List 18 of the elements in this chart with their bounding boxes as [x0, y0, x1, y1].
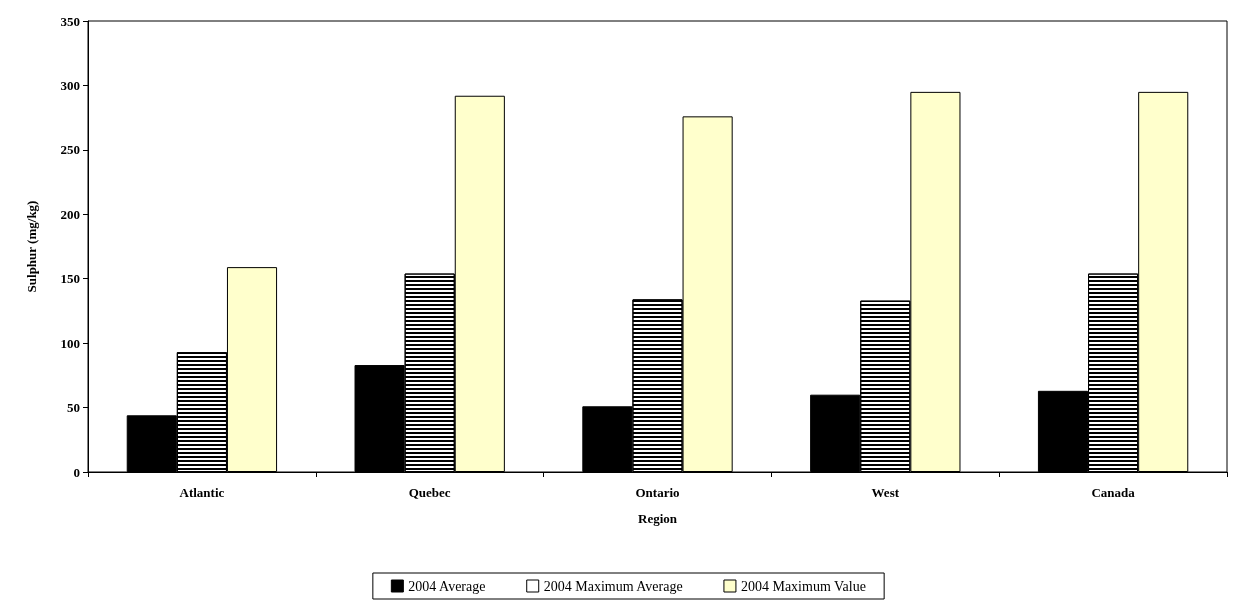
y-tick-label: 150	[60, 271, 80, 287]
x-tick-label: Atlantic	[179, 485, 225, 500]
legend-label: 2004 Maximum Value	[740, 578, 866, 594]
x-tick-label: West	[871, 485, 900, 500]
y-tick-label: 350	[60, 13, 80, 29]
legend-label: 2004 Average	[408, 578, 486, 594]
y-tick-label: 0	[73, 464, 80, 480]
legend-label: 2004 Maximum Average	[543, 578, 683, 594]
y-axis-title: Sulphur (mg/kg)	[24, 200, 39, 293]
y-tick-label: 300	[60, 77, 80, 93]
y-tick-label: 250	[60, 142, 80, 158]
x-axis-title: Region	[638, 511, 678, 526]
x-tick-label: Quebec	[408, 485, 451, 500]
x-tick-label: Canada	[1091, 485, 1136, 500]
x-tick-label: Ontario	[635, 485, 680, 500]
y-tick-label: 100	[60, 335, 80, 351]
y-tick-label: 50	[67, 400, 80, 416]
y-tick-label: 200	[60, 206, 80, 222]
